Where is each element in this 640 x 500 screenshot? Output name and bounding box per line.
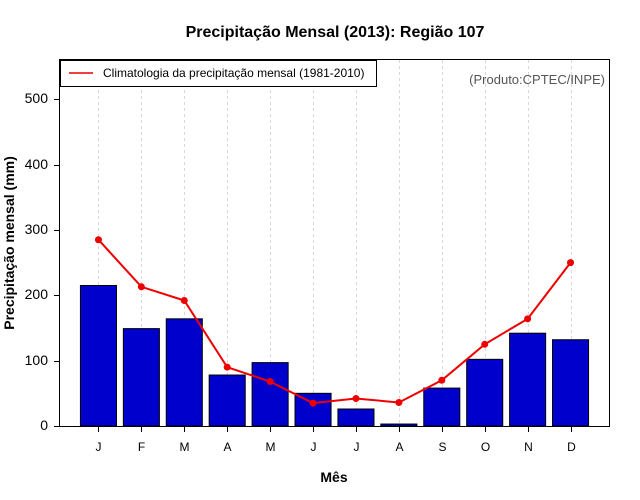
bar — [165, 318, 203, 427]
bars — [79, 284, 590, 427]
x-tick-label: M — [180, 440, 190, 454]
y-tick-label: 0 — [40, 417, 48, 433]
x-tick-label: O — [481, 440, 490, 454]
climatology-point — [180, 297, 188, 305]
climatology-point — [352, 395, 360, 403]
x-tick-label: D — [567, 440, 576, 454]
grid — [98, 60, 572, 426]
x-tick-label: S — [438, 440, 446, 454]
y-tick-label: 300 — [25, 221, 49, 237]
climatology-point — [438, 376, 446, 384]
climatology-point — [481, 340, 489, 348]
bar — [251, 362, 289, 427]
bar — [380, 423, 418, 427]
legend-box — [60, 60, 377, 87]
climatology-point — [309, 399, 317, 407]
climatology-series-line — [97, 239, 572, 405]
y-tick-label: 400 — [25, 156, 49, 172]
climatology-point — [266, 378, 274, 386]
bar — [552, 339, 590, 427]
x-tick-label: N — [524, 440, 533, 454]
bar — [466, 358, 504, 427]
climatology-line — [97, 239, 572, 405]
product-credit: (Produto:CPTEC/INPE) — [469, 72, 605, 87]
x-tick-label: F — [138, 440, 145, 454]
y-tick-label: 200 — [25, 286, 49, 302]
x-tick-label: J — [354, 440, 360, 454]
x-tick-label: J — [311, 440, 317, 454]
bar — [294, 392, 332, 427]
bar — [79, 284, 117, 427]
plot-frame — [59, 59, 610, 427]
climatology-point — [395, 398, 403, 406]
climatology-point — [223, 363, 231, 371]
y-tick-label: 100 — [25, 352, 49, 368]
climatology-points — [94, 236, 575, 407]
chart-title: Precipitação Mensal (2013): Região 107 — [186, 24, 485, 41]
y-axis-title: Precipitação mensal (mm) — [1, 156, 17, 330]
climatology-point — [524, 315, 532, 323]
x-tick-label: A — [395, 440, 403, 454]
x-tick-label: A — [223, 440, 231, 454]
x-tick-label: J — [96, 440, 102, 454]
climatology-point — [567, 259, 575, 267]
y-axis: 0 100 200 300 400 500 — [25, 90, 60, 433]
x-axis-title: Mês — [320, 469, 347, 485]
bar — [509, 332, 547, 427]
legend: Climatologia da precipitação mensal (198… — [60, 60, 377, 87]
climatology-point — [94, 236, 102, 244]
bar — [122, 328, 160, 427]
legend-label: Climatologia da precipitação mensal (198… — [103, 66, 364, 80]
bar — [423, 387, 461, 427]
bar — [208, 374, 246, 427]
bar — [337, 408, 375, 427]
climatology-point — [137, 283, 145, 291]
y-tick-label: 500 — [25, 90, 49, 106]
x-tick-label: M — [266, 440, 276, 454]
